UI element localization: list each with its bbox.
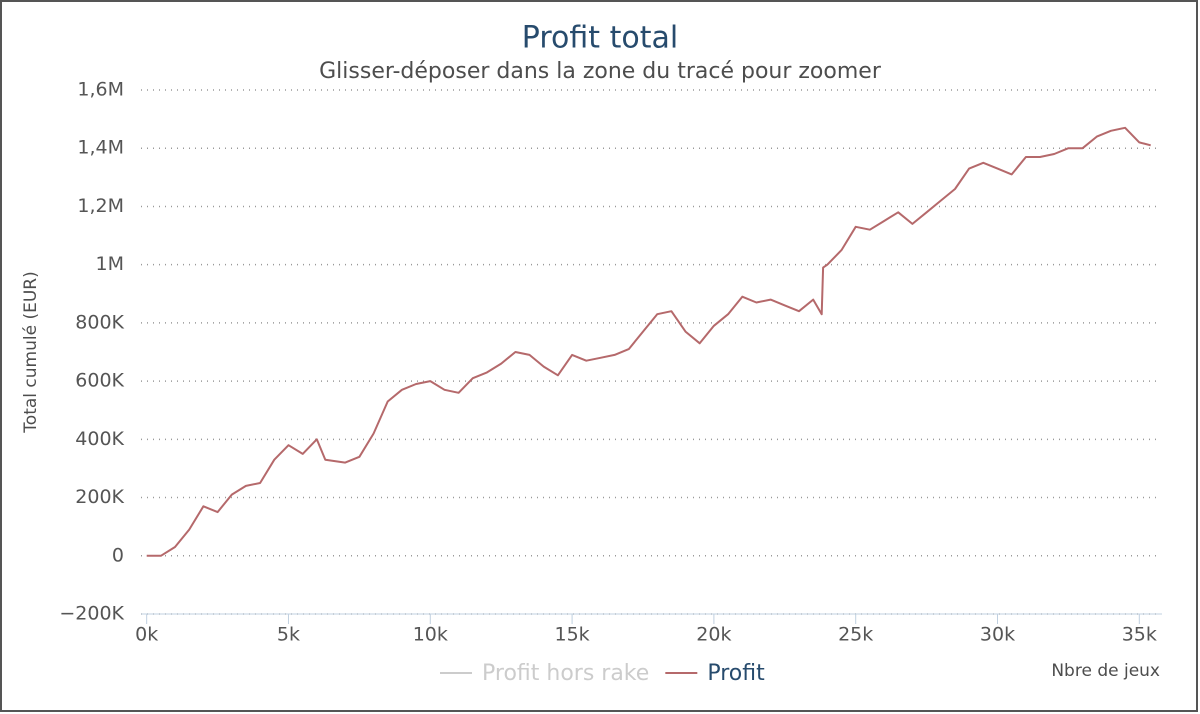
y-tick-label: −200K [59, 603, 124, 625]
y-tick-label: 1,4M [77, 137, 124, 159]
x-tick-label: 30k [980, 624, 1015, 646]
x-tick-label: 15k [554, 624, 589, 646]
y-tick-label: 1,2M [77, 195, 124, 217]
x-tick-label: 0k [135, 624, 158, 646]
x-tick-label: 25k [838, 624, 873, 646]
x-tick-label: 5k [277, 624, 300, 646]
y-tick-label: 1M [96, 253, 124, 275]
chart-title: Profit total [522, 21, 678, 56]
y-tick-label: 200K [75, 486, 124, 508]
legend-label: Profit [707, 661, 765, 686]
x-tick-label: 20k [696, 624, 731, 646]
x-tick-label: 35k [1122, 624, 1157, 646]
x-tick-label: 10k [413, 624, 448, 646]
y-tick-label: 800K [75, 311, 124, 333]
legend-label: Profit hors rake [482, 661, 649, 686]
chart-subtitle: Glisser-déposer dans la zone du tracé po… [319, 59, 882, 84]
x-axis-title: Nbre de jeux [1051, 661, 1160, 681]
y-tick-label: 1,6M [77, 79, 124, 101]
y-tick-label: 0 [112, 544, 124, 566]
y-axis-title: Total cumulé (EUR) [21, 271, 41, 433]
y-tick-label: 400K [75, 428, 124, 450]
profit-line [146, 126, 1151, 557]
y-tick-label: 600K [75, 370, 124, 392]
